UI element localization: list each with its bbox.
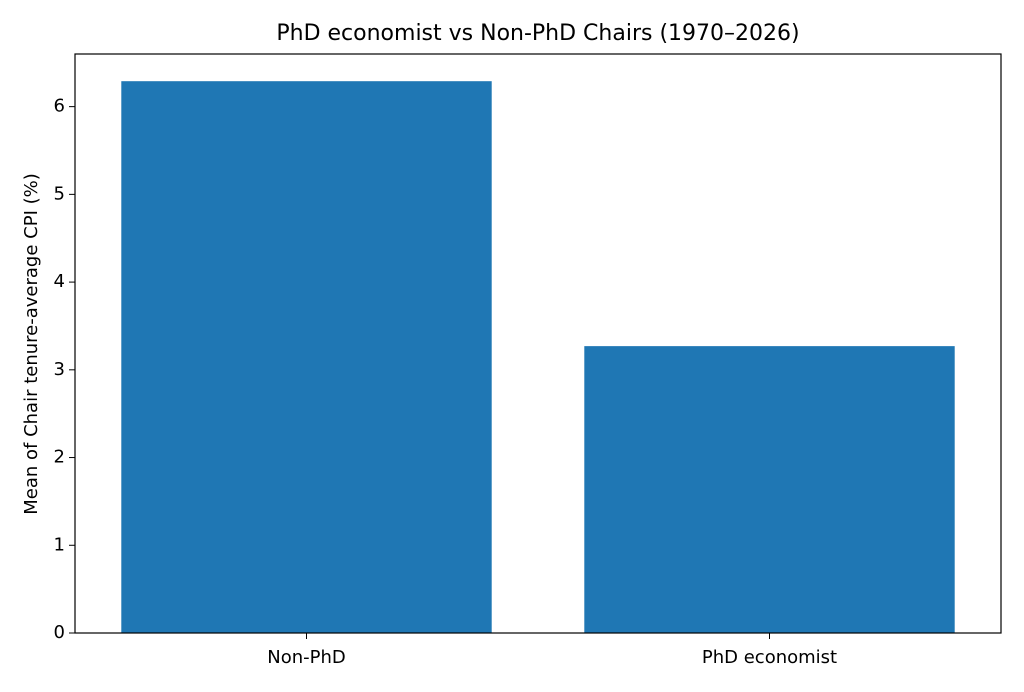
y-tick-label: 1 [54,534,65,555]
axes-frame [74,53,1002,634]
y-tick-label: 6 [54,96,65,117]
x-tick-label: Non-PhD [267,647,346,668]
y-tick-label: 0 [54,622,65,643]
y-tick-label: 5 [54,183,65,204]
plot-area: 0 1 2 3 4 5 6 Non-PhD PhD economist [54,81,955,668]
y-tick-label: 3 [54,359,65,380]
y-axis-label: Mean of Chair tenure-average CPI (%) [21,173,42,515]
bar [121,81,492,634]
bar [584,346,955,633]
y-tick-label: 4 [54,271,65,292]
y-tick-label: 2 [54,447,65,468]
x-tick-label: PhD economist [702,647,837,668]
chart-title: PhD economist vs Non-PhD Chairs (1970–20… [276,21,799,46]
